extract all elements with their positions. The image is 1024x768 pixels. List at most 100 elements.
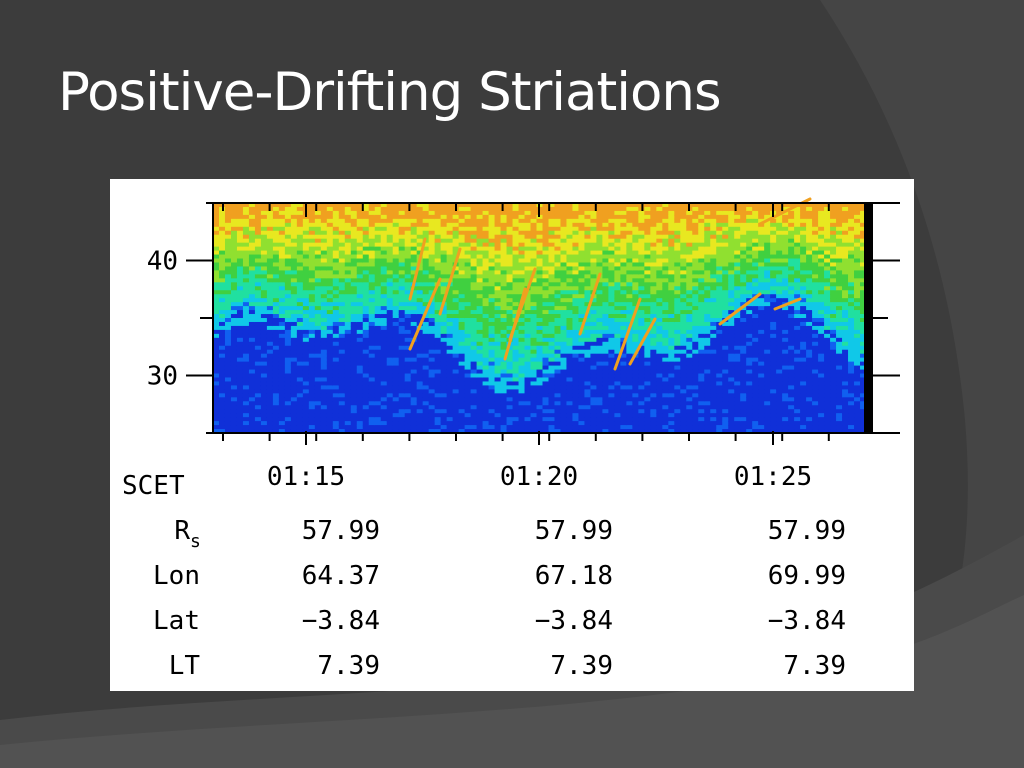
heatmap-cell bbox=[248, 238, 256, 244]
heatmap-cell bbox=[524, 417, 532, 422]
heatmap-cell bbox=[452, 222, 460, 228]
heatmap-cell bbox=[674, 214, 681, 220]
heatmap-cell bbox=[440, 325, 448, 331]
heatmap-cell bbox=[530, 393, 538, 398]
heatmap-cell bbox=[248, 405, 256, 410]
heatmap-cell bbox=[326, 393, 334, 398]
heatmap-cell bbox=[650, 270, 657, 275]
heatmap-cell bbox=[692, 274, 699, 279]
heatmap-cell bbox=[428, 290, 436, 295]
heatmap-cell bbox=[704, 397, 711, 402]
heatmap-cell bbox=[704, 373, 711, 379]
heatmap-cell bbox=[464, 421, 472, 426]
heatmap-cell bbox=[458, 365, 466, 371]
heatmap-cell bbox=[362, 278, 370, 283]
heatmap-cell bbox=[530, 405, 538, 410]
heatmap-cell bbox=[458, 353, 466, 359]
heatmap-cell bbox=[416, 274, 424, 279]
heatmap-cell bbox=[698, 389, 705, 394]
heatmap-cell bbox=[440, 318, 448, 323]
heatmap-cell bbox=[338, 286, 346, 291]
heatmap-cell bbox=[470, 325, 478, 331]
heatmap-cell bbox=[266, 318, 274, 323]
heatmap-cell bbox=[506, 389, 514, 394]
heatmap-cell bbox=[464, 361, 472, 367]
heatmap-cell bbox=[662, 294, 669, 299]
heatmap-cell bbox=[236, 365, 244, 371]
heatmap-cell bbox=[566, 389, 574, 394]
heatmap-cell bbox=[722, 302, 729, 307]
heatmap-cell bbox=[686, 314, 693, 319]
heatmap-cell bbox=[650, 369, 657, 375]
heatmap-cell bbox=[644, 210, 651, 216]
heatmap-cell bbox=[602, 306, 609, 311]
heatmap-cell bbox=[560, 270, 568, 275]
heatmap-cell bbox=[590, 270, 598, 275]
heatmap-cell bbox=[560, 203, 568, 208]
heatmap-cell bbox=[278, 365, 286, 371]
heatmap-cell bbox=[686, 282, 693, 287]
heatmap-cell bbox=[344, 226, 352, 232]
heatmap-cell bbox=[692, 397, 699, 402]
heatmap-cell bbox=[458, 314, 466, 319]
heatmap-cell bbox=[368, 397, 376, 402]
heatmap-cell bbox=[434, 218, 442, 224]
heatmap-cell bbox=[440, 230, 448, 236]
heatmap-cell bbox=[530, 242, 538, 248]
heatmap-cell bbox=[326, 278, 334, 283]
heatmap-cell bbox=[218, 429, 226, 434]
heatmap-cell bbox=[620, 294, 627, 299]
heatmap-cell bbox=[638, 238, 645, 244]
heatmap-cell bbox=[602, 226, 609, 232]
heatmap-cell bbox=[284, 254, 292, 260]
heatmap-cell bbox=[578, 353, 586, 359]
heatmap-cell bbox=[266, 274, 274, 279]
heatmap-cell bbox=[554, 290, 562, 295]
heatmap-cell bbox=[638, 329, 645, 335]
heatmap-cell bbox=[314, 314, 322, 319]
heatmap-cell bbox=[704, 361, 711, 367]
heatmap-cell bbox=[302, 214, 310, 220]
heatmap-cell bbox=[578, 345, 586, 351]
heatmap-cell bbox=[320, 329, 328, 335]
heatmap-cell bbox=[686, 306, 693, 311]
heatmap-cell bbox=[224, 369, 232, 375]
heatmap-cell bbox=[362, 357, 370, 363]
heatmap-cell bbox=[422, 397, 430, 402]
heatmap-cell bbox=[572, 417, 580, 422]
heatmap-cell bbox=[446, 337, 454, 343]
heatmap-cell bbox=[213, 222, 220, 228]
heatmap-cell bbox=[422, 349, 430, 355]
heatmap-cell bbox=[350, 409, 358, 414]
heatmap-cell bbox=[230, 365, 238, 371]
heatmap-cell bbox=[308, 318, 316, 323]
heatmap-cell bbox=[674, 429, 681, 434]
heatmap-cell bbox=[338, 314, 346, 319]
heatmap-cell bbox=[386, 310, 394, 315]
heatmap-cell bbox=[254, 425, 262, 430]
heatmap-cell bbox=[272, 314, 280, 319]
heatmap-cell bbox=[554, 425, 562, 430]
heatmap-cell bbox=[296, 429, 304, 434]
heatmap-cell bbox=[698, 230, 705, 236]
heatmap-cell bbox=[584, 337, 592, 343]
heatmap-cell bbox=[452, 321, 460, 327]
heatmap-cell bbox=[704, 349, 711, 355]
heatmap-cell bbox=[488, 381, 496, 387]
heatmap-cell bbox=[620, 270, 627, 275]
heatmap-cell bbox=[386, 210, 394, 216]
heatmap-cell bbox=[224, 226, 232, 232]
heatmap-cell bbox=[320, 361, 328, 367]
heatmap-cell bbox=[692, 246, 699, 252]
heatmap-cell bbox=[284, 361, 292, 367]
heatmap-cell bbox=[668, 238, 675, 244]
heatmap-cell bbox=[686, 298, 693, 303]
heatmap-cell bbox=[686, 286, 693, 291]
heatmap-cell bbox=[242, 246, 250, 252]
heatmap-cell bbox=[386, 385, 394, 390]
heatmap-cell bbox=[602, 393, 609, 398]
heatmap-cell bbox=[476, 329, 484, 335]
heatmap-cell bbox=[428, 349, 436, 355]
heatmap-cell bbox=[488, 425, 496, 430]
heatmap-cell bbox=[404, 290, 412, 295]
